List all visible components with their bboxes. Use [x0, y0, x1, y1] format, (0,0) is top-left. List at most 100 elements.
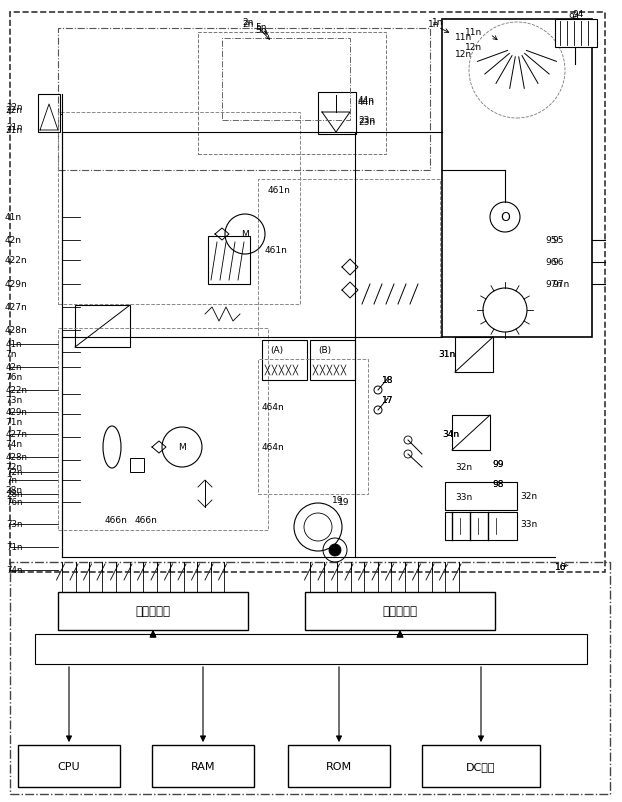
Text: O: O [500, 211, 510, 225]
Text: 96: 96 [552, 258, 564, 267]
Text: 44n: 44n [358, 96, 375, 105]
Text: 76n: 76n [6, 498, 22, 507]
Text: 34n: 34n [442, 430, 459, 439]
Text: 72n: 72n [6, 468, 22, 477]
Text: 5n: 5n [255, 23, 266, 32]
Text: 98: 98 [492, 480, 503, 489]
Text: DC電源: DC電源 [466, 761, 496, 771]
Text: 31n: 31n [438, 350, 455, 359]
Text: 42n: 42n [6, 363, 22, 372]
Text: 23n: 23n [358, 116, 375, 125]
Text: 18: 18 [382, 376, 394, 385]
Bar [58, 592, 248, 630]
Text: 96: 96 [545, 258, 557, 267]
Text: 18: 18 [382, 376, 394, 385]
Text: 44n: 44n [358, 99, 375, 107]
Text: 73n: 73n [6, 520, 22, 529]
Text: 428n: 428n [5, 326, 28, 335]
Bar [288, 745, 390, 787]
Text: (B): (B) [318, 346, 331, 355]
Text: 2n: 2n [242, 21, 253, 30]
Bar [422, 745, 540, 787]
Text: 1n: 1n [432, 18, 443, 27]
Text: 76n: 76n [5, 373, 22, 382]
Text: 17: 17 [382, 396, 394, 405]
Bar [58, 113, 300, 305]
Bar [452, 415, 490, 451]
Text: 71n: 71n [5, 418, 22, 427]
Text: 12n: 12n [455, 51, 472, 59]
Bar [555, 20, 597, 48]
Text: 422n: 422n [5, 256, 27, 265]
Text: 428n: 428n [6, 453, 28, 462]
Text: 94: 94 [572, 10, 583, 19]
Text: 466n: 466n [105, 516, 128, 525]
Text: 95: 95 [545, 237, 557, 245]
Bar [258, 180, 440, 338]
Text: 22n: 22n [6, 103, 22, 112]
Bar [10, 562, 610, 794]
Bar [262, 341, 307, 380]
Text: 19: 19 [332, 496, 343, 505]
Text: 74n: 74n [6, 565, 22, 575]
Text: 429n: 429n [5, 280, 28, 290]
Bar [258, 359, 368, 494]
Text: 32n: 32n [520, 492, 537, 501]
Text: 2n: 2n [242, 18, 253, 27]
Text: 464n: 464n [262, 403, 285, 412]
Text: 12n: 12n [465, 43, 482, 52]
Text: 11n: 11n [465, 28, 482, 38]
Text: RAM: RAM [191, 761, 215, 771]
Bar [152, 745, 254, 787]
Text: 22n: 22n [5, 107, 22, 115]
Text: (A): (A) [270, 346, 283, 355]
Text: 32n: 32n [455, 463, 472, 472]
Bar [310, 341, 355, 380]
Bar [75, 306, 130, 347]
Text: 入力ポート: 入力ポート [136, 605, 170, 618]
Bar [10, 13, 605, 573]
Text: 95: 95 [552, 237, 564, 245]
Text: 71n: 71n [6, 543, 22, 552]
Bar [305, 592, 495, 630]
Bar [198, 33, 386, 155]
Text: 31n: 31n [438, 350, 455, 359]
Bar [442, 20, 592, 338]
Bar [58, 329, 268, 530]
Text: 23n: 23n [358, 119, 375, 128]
Text: M: M [241, 230, 249, 239]
Text: 19: 19 [338, 498, 350, 507]
Text: 28n: 28n [6, 490, 22, 499]
Text: 21n: 21n [5, 127, 22, 136]
Text: 出力ポート: 出力ポート [383, 605, 417, 618]
Text: 34n: 34n [442, 430, 459, 439]
Text: 461n: 461n [265, 246, 288, 255]
Text: 466n: 466n [135, 516, 158, 525]
Text: 99: 99 [492, 460, 503, 469]
Bar [18, 745, 120, 787]
Text: 28n: 28n [5, 486, 22, 495]
Bar [445, 482, 517, 510]
Bar [130, 459, 144, 472]
Text: 427n: 427n [6, 430, 28, 439]
Text: 42n: 42n [5, 237, 22, 245]
Text: 429n: 429n [6, 408, 28, 417]
Text: 7n: 7n [6, 476, 17, 485]
Circle shape [329, 545, 341, 557]
Text: 1n: 1n [428, 21, 440, 30]
Text: 94: 94 [568, 14, 579, 22]
Text: 17: 17 [382, 396, 394, 405]
Text: M: M [178, 443, 186, 452]
Text: 97n: 97n [545, 280, 562, 290]
Text: ROM: ROM [326, 761, 352, 771]
Text: 464n: 464n [262, 443, 285, 452]
Text: 73n: 73n [5, 396, 22, 405]
Bar [455, 338, 493, 373]
Bar [208, 237, 250, 285]
Text: 72n: 72n [5, 463, 22, 472]
Bar [222, 39, 350, 121]
Text: 33n: 33n [520, 520, 537, 529]
Bar [35, 634, 587, 664]
Text: 41n: 41n [5, 213, 22, 222]
Text: 427n: 427n [5, 303, 28, 312]
